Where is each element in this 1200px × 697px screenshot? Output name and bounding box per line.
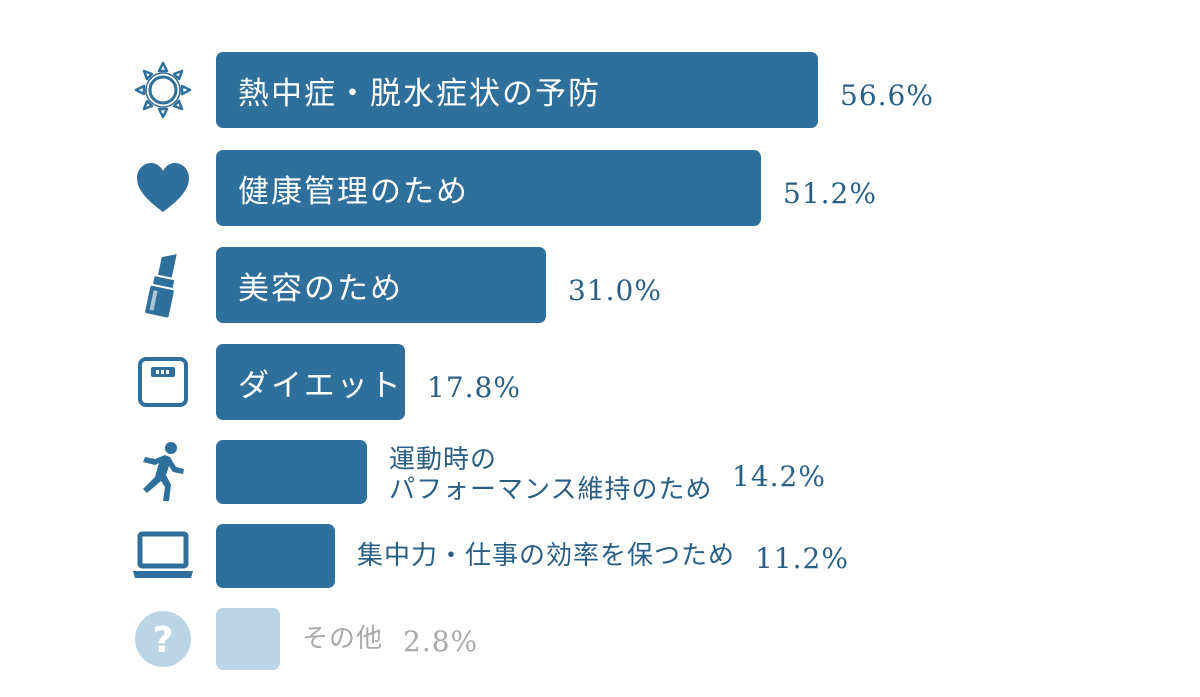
bar-label-line: 運動時の: [389, 445, 498, 475]
chart-row: 熱中症・脱水症状の予防 56.6%: [0, 52, 1200, 128]
value-label: 11.2%: [755, 541, 849, 575]
bar: [216, 344, 405, 420]
running-person-icon: [128, 440, 198, 504]
bar: [216, 440, 367, 504]
bar-label: 運動時の パフォーマンス維持のため: [389, 440, 712, 510]
bar-label: 集中力・仕事の効率を保つため: [357, 541, 736, 571]
chart-row: ? その他 2.8%: [0, 608, 1200, 670]
chart-row: 美容のため 31.0%: [0, 247, 1200, 323]
bar: [216, 608, 280, 670]
bar: [216, 150, 761, 226]
value-label: 51.2%: [783, 176, 877, 210]
laptop-icon: [128, 524, 198, 588]
chart-row: 運動時の パフォーマンス維持のため 14.2%: [0, 440, 1200, 505]
value-label: 17.8%: [427, 370, 521, 404]
svg-text:?: ?: [153, 620, 174, 661]
bar-label: 熱中症・脱水症状の予防: [238, 75, 601, 112]
bar-label: 健康管理のため: [238, 173, 469, 210]
sun-icon: [128, 52, 198, 128]
question-mark-icon: ?: [128, 608, 198, 670]
bar-label: 美容のため: [238, 270, 403, 307]
bar-label: ダイエットのため: [238, 367, 502, 404]
heart-icon: [128, 150, 198, 226]
bar: [216, 247, 546, 323]
bar: [216, 52, 818, 128]
value-label: 14.2%: [732, 459, 826, 493]
bar-label-line: パフォーマンス維持のため: [389, 475, 713, 505]
value-label: 56.6%: [840, 78, 934, 112]
scale-icon: [128, 344, 198, 420]
chart-row: ダイエットのため 17.8%: [0, 344, 1200, 420]
value-label: 31.0%: [568, 273, 662, 307]
bar-label: その他: [302, 624, 384, 654]
lipstick-icon: [128, 247, 198, 323]
value-label: 2.8%: [403, 624, 479, 658]
chart-row: 集中力・仕事の効率を保つため 11.2%: [0, 524, 1200, 588]
bar: [216, 524, 335, 588]
chart-row: 健康管理のため 51.2%: [0, 150, 1200, 226]
